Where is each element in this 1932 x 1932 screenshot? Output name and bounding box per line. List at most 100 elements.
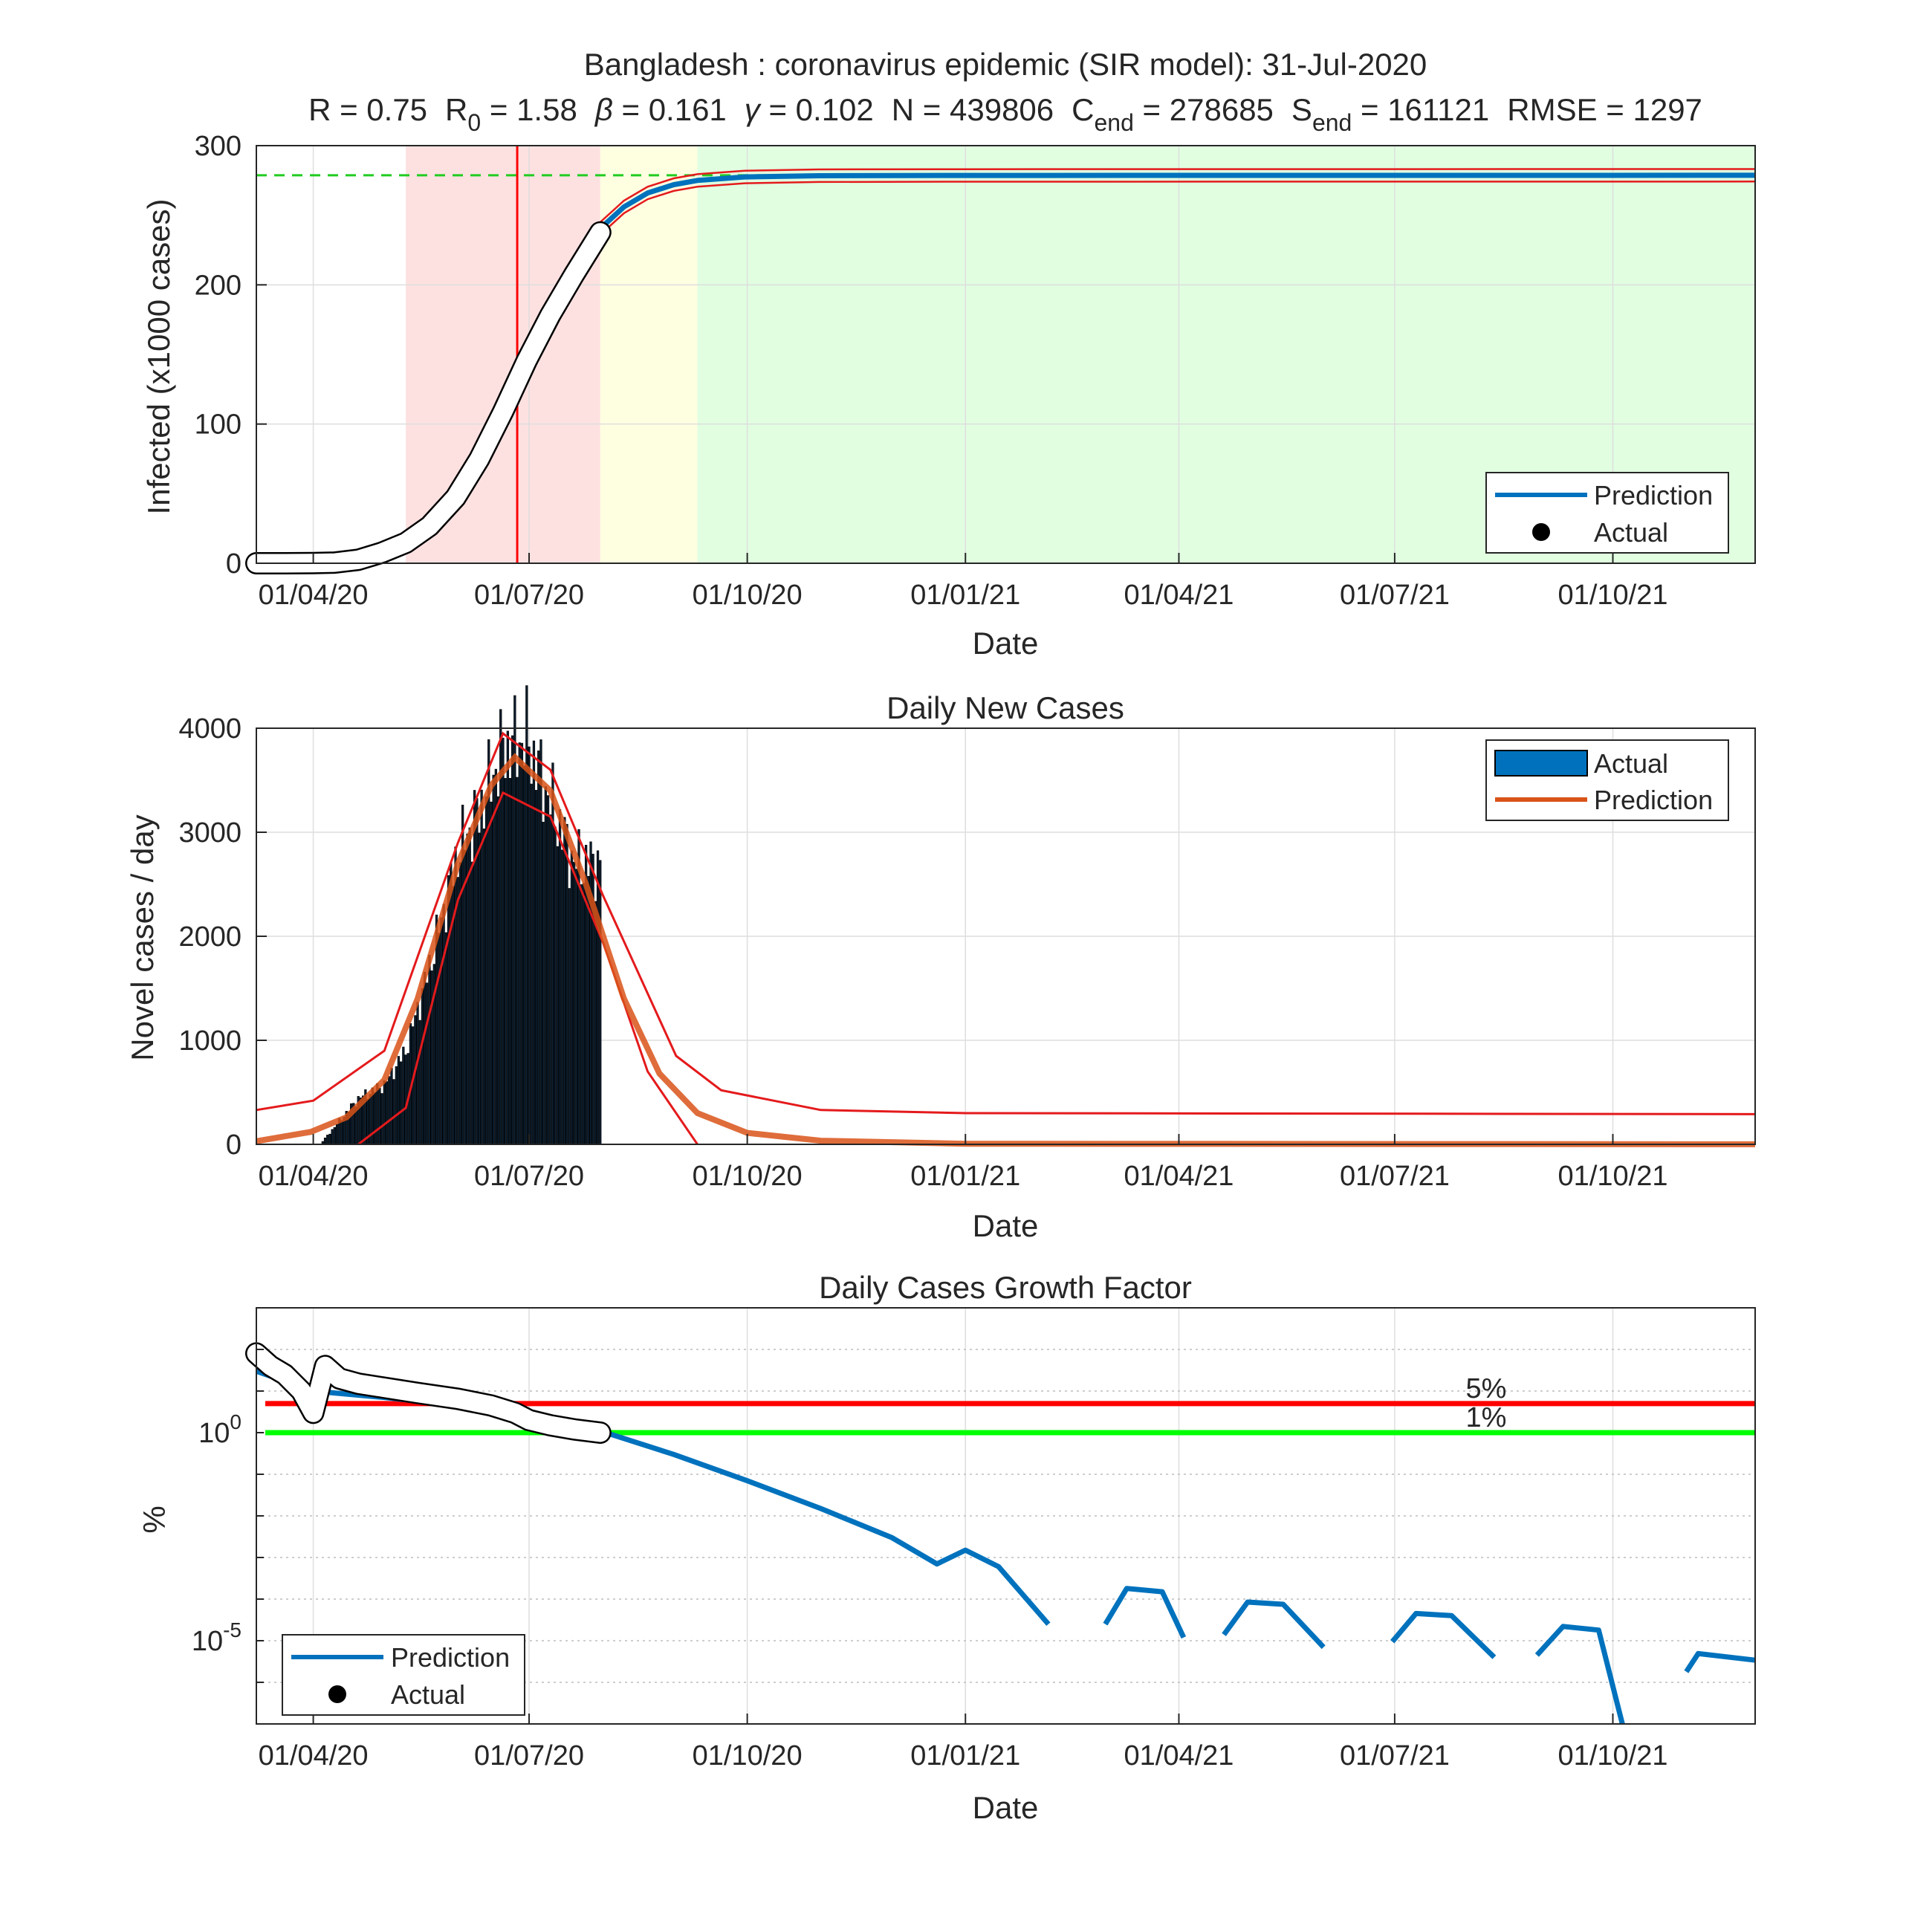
x-axis-label: Date: [973, 1790, 1039, 1825]
daily-bar: [532, 740, 536, 1145]
daily-bar: [534, 790, 538, 1145]
daily-bar: [568, 888, 571, 1145]
daily-bar: [395, 1066, 398, 1145]
x-tick-label: 01/04/20: [259, 1740, 369, 1771]
daily-bar: [392, 1079, 395, 1145]
actual-point: [311, 1410, 316, 1416]
legend-actual-label: Actual: [1594, 517, 1668, 548]
daily-bar: [399, 1061, 403, 1145]
daily-bar: [572, 861, 576, 1145]
y-tick-label: 300: [195, 131, 242, 162]
axes: 01/04/20 01/07/20 01/10/20 01/01/21 01/04/21…: [195, 131, 1756, 611]
daily-bar: [516, 777, 519, 1145]
daily-bar: [326, 1135, 329, 1145]
param-value: 1297: [1633, 92, 1702, 127]
plot-marks: 5%1%: [245, 1342, 1756, 1725]
daily-bar: [539, 739, 542, 1145]
daily-bar: [544, 786, 547, 1145]
actual-point: [548, 1423, 553, 1428]
daily-bar: [470, 861, 474, 1145]
daily-bar: [484, 796, 488, 1145]
daily-bar: [513, 695, 516, 1145]
daily-bar: [580, 884, 583, 1145]
axes-frame: [256, 1307, 1756, 1725]
legend-growth: Prediction Actual: [282, 1634, 525, 1716]
daily-bar: [508, 778, 512, 1145]
daily-bar: [390, 1068, 393, 1145]
x-tick-label: 01/10/21: [1558, 1740, 1668, 1771]
daily-bar: [421, 988, 424, 1145]
daily-bar: [423, 971, 427, 1145]
daily-bar: [596, 850, 600, 1145]
daily-bar: [328, 1133, 331, 1145]
legend-actual-swatch: [1494, 750, 1588, 777]
daily-bar: [587, 875, 590, 1145]
axes: 01/04/20 01/07/20 01/10/20 01/01/21 01/04/21…: [192, 1307, 1756, 1771]
daily-bar: [482, 829, 485, 1145]
y-tick-label: 100: [198, 1410, 242, 1449]
legend-actual-marker: [1532, 523, 1550, 541]
actual-point: [337, 1376, 342, 1381]
daily-bar: [582, 883, 586, 1145]
y-axis-label: Novel cases / day: [125, 814, 160, 1061]
legend-cumulative: Prediction Actual: [1485, 472, 1729, 554]
daily-bar: [478, 832, 481, 1145]
x-tick-label: 01/04/21: [1124, 1740, 1234, 1771]
x-tick-label: 01/04/20: [259, 580, 369, 611]
prediction-line: [255, 1368, 1051, 1626]
actual-point: [299, 1389, 304, 1393]
daily-bar: [490, 801, 493, 1145]
daily-bar: [335, 1124, 339, 1145]
x-axis-label: Date: [973, 626, 1039, 661]
actual-point: [322, 1364, 328, 1369]
daily-bar: [385, 1081, 389, 1145]
daily-bar: [450, 863, 453, 1145]
daily-bar: [565, 823, 568, 1145]
daily-bar: [340, 1120, 343, 1145]
y-tick-label: 1000: [178, 1025, 242, 1057]
prediction-line: [1222, 1599, 1326, 1650]
daily-bar: [456, 877, 459, 1145]
phase-region-pink: [406, 146, 600, 563]
actual-point: [571, 1427, 577, 1432]
y-tick-label: 4000: [178, 713, 242, 745]
threshold-label: 1%: [1466, 1402, 1507, 1433]
panel-growth: Daily Cases Growth Factor 5%1% 01/04/20 0…: [137, 1270, 1756, 1825]
actual-point: [571, 272, 577, 277]
daily-bar: [563, 817, 566, 1145]
y-axis-label: %: [137, 1505, 172, 1533]
x-tick-label: 01/10/20: [693, 1161, 803, 1192]
daily-bar: [373, 1092, 377, 1145]
threshold-label: 5%: [1466, 1373, 1507, 1404]
daily-bar: [331, 1129, 334, 1145]
param-equals: =: [481, 92, 516, 127]
x-tick-label: 01/07/20: [474, 1161, 584, 1192]
param-subscript: end: [1312, 109, 1352, 136]
x-tick-label: 01/04/21: [1124, 580, 1234, 611]
param-label: R: [445, 92, 467, 127]
x-tick-label: 01/10/21: [1558, 1161, 1668, 1192]
param-value: 0.75: [366, 92, 427, 127]
daily-bar: [447, 875, 450, 1145]
actual-point: [548, 312, 553, 317]
prediction-line: [598, 172, 1756, 231]
figure-title: Bangladesh : coronavirus epidemic (SIR m…: [584, 47, 1427, 82]
actual-point: [382, 1385, 387, 1390]
param-label: β: [594, 92, 613, 127]
daily-bar: [594, 901, 597, 1145]
upper-band-line: [256, 731, 1756, 1115]
prediction-line: [256, 753, 1756, 1147]
param-value: 278685: [1170, 92, 1274, 127]
daily-bar: [380, 1093, 383, 1145]
daily-bar: [473, 790, 476, 1145]
daily-bar: [458, 862, 462, 1145]
actual-point: [500, 409, 505, 415]
daily-bar: [556, 846, 559, 1145]
panel-title: Daily New Cases: [886, 690, 1124, 725]
daily-bar: [414, 1015, 417, 1145]
x-tick-label: 01/07/20: [474, 1740, 584, 1771]
lower-band-line: [599, 181, 1756, 236]
actual-point: [403, 540, 409, 545]
daily-bar: [525, 685, 528, 1145]
y-tick-label: 200: [195, 270, 242, 301]
